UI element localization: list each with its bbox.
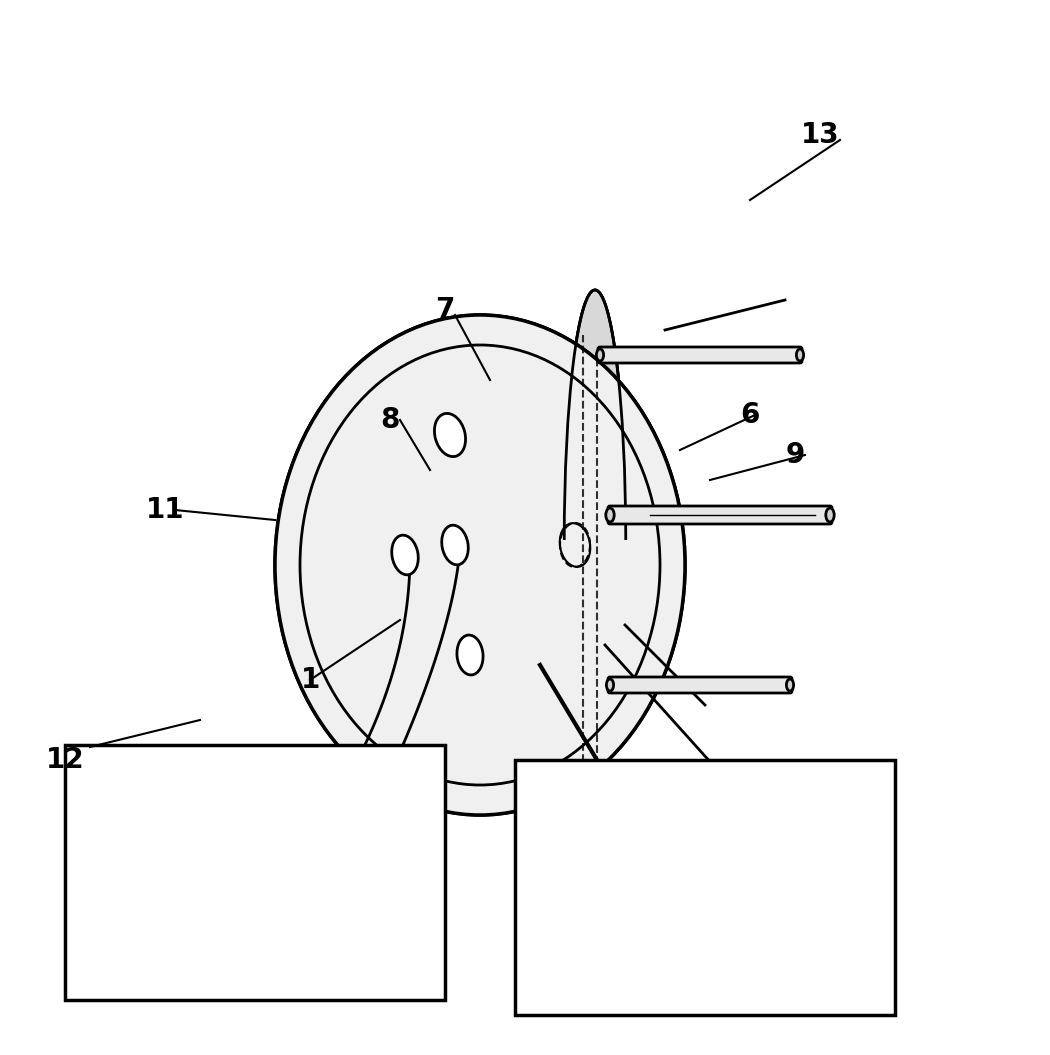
Text: 1: 1 [300,666,319,694]
Bar [514,760,895,1015]
Ellipse shape [596,349,604,361]
Ellipse shape [825,509,834,522]
Ellipse shape [275,315,685,816]
Text: 13: 13 [801,121,839,149]
Ellipse shape [275,315,685,816]
Bar [65,745,445,1000]
Ellipse shape [564,290,626,790]
Ellipse shape [457,635,483,675]
Ellipse shape [606,509,614,522]
Text: 12: 12 [46,746,84,774]
FancyBboxPatch shape [608,506,832,524]
FancyBboxPatch shape [598,347,802,363]
Text: 9: 9 [785,441,804,469]
Ellipse shape [786,679,794,691]
Ellipse shape [796,349,803,361]
Text: 6: 6 [740,401,760,429]
FancyBboxPatch shape [608,677,792,693]
Text: 7: 7 [436,296,455,324]
Ellipse shape [435,414,465,457]
Text: 11: 11 [146,496,184,524]
Ellipse shape [392,535,418,575]
Ellipse shape [607,679,613,691]
Ellipse shape [442,525,468,564]
Text: 8: 8 [380,406,400,434]
PathPatch shape [278,290,681,521]
